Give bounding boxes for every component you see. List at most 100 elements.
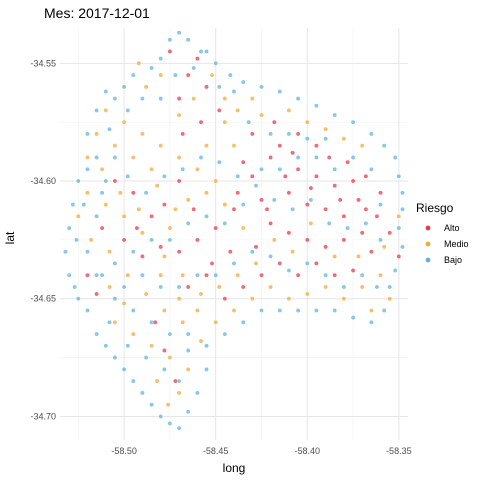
data-point-bajo <box>351 120 355 124</box>
data-point-bajo <box>278 167 282 171</box>
data-point-bajo <box>131 250 135 254</box>
data-point-medio <box>181 273 185 277</box>
data-point-medio <box>192 96 196 100</box>
data-point-alto <box>378 191 382 195</box>
data-point-alto <box>199 120 203 124</box>
data-point-bajo <box>71 202 75 206</box>
data-point-bajo <box>388 285 392 289</box>
data-point-bajo <box>85 250 89 254</box>
data-point-alto <box>314 144 318 148</box>
data-point-bajo <box>204 49 208 53</box>
data-point-medio <box>104 202 108 206</box>
data-point-medio <box>369 308 373 312</box>
data-point-bajo <box>228 73 232 77</box>
data-point-alto <box>305 238 309 242</box>
data-point-alto <box>323 207 327 211</box>
data-point-medio <box>177 155 181 159</box>
data-point-medio <box>159 273 163 277</box>
data-point-bajo <box>195 273 199 277</box>
y-tick-label: -34.55 <box>30 58 56 68</box>
data-point-medio <box>166 403 170 407</box>
data-point-bajo <box>323 137 327 141</box>
data-point-bajo <box>168 421 172 425</box>
data-point-alto <box>268 155 272 159</box>
data-point-bajo <box>393 268 397 272</box>
data-point-medio <box>254 261 258 265</box>
data-point-bajo <box>360 273 364 277</box>
data-point-medio <box>309 221 313 225</box>
data-point-medio <box>140 231 144 235</box>
data-point-medio <box>159 73 163 77</box>
data-point-bajo <box>400 191 404 195</box>
data-point-bajo <box>309 198 313 202</box>
data-point-medio <box>177 297 181 301</box>
data-point-bajo <box>186 332 190 336</box>
data-point-alto <box>177 179 181 183</box>
data-point-medio <box>159 144 163 148</box>
legend-swatch-alto <box>426 226 431 231</box>
data-point-bajo <box>199 49 203 53</box>
data-point-alto <box>168 49 172 53</box>
data-point-bajo <box>278 308 282 312</box>
chart-title: Mes: 2017-12-01 <box>44 5 150 21</box>
data-point-bajo <box>104 179 108 183</box>
data-point-medio <box>104 108 108 112</box>
data-point-bajo <box>131 73 135 77</box>
data-point-bajo <box>162 174 166 178</box>
data-point-medio <box>250 96 254 100</box>
data-point-bajo <box>149 238 153 242</box>
data-point-bajo <box>382 308 386 312</box>
data-point-bajo <box>67 226 71 230</box>
data-point-bajo <box>393 155 397 159</box>
data-point-medio <box>236 273 240 277</box>
data-point-medio <box>195 308 199 312</box>
data-point-bajo <box>177 285 181 289</box>
data-point-bajo <box>217 160 221 164</box>
data-point-bajo <box>232 261 236 265</box>
data-point-alto <box>122 238 126 242</box>
data-point-alto <box>323 245 327 249</box>
data-point-medio <box>305 120 309 124</box>
data-point-alto <box>181 132 185 136</box>
data-point-bajo <box>305 137 309 141</box>
data-point-alto <box>296 167 300 171</box>
data-point-bajo <box>131 379 135 383</box>
data-point-medio <box>214 320 218 324</box>
data-point-bajo <box>113 155 117 159</box>
data-point-alto <box>177 96 181 100</box>
data-point-bajo <box>345 226 349 230</box>
data-point-bajo <box>113 96 117 100</box>
data-point-alto <box>241 160 245 164</box>
data-point-alto <box>265 207 269 211</box>
data-point-medio <box>232 308 236 312</box>
data-point-bajo <box>204 214 208 218</box>
data-point-medio <box>168 226 172 230</box>
data-point-bajo <box>94 332 98 336</box>
data-point-medio <box>140 132 144 136</box>
data-point-alto <box>217 108 221 112</box>
data-point-alto <box>159 245 163 249</box>
data-point-alto <box>254 245 258 249</box>
data-point-alto <box>204 273 208 277</box>
data-point-medio <box>177 113 181 117</box>
data-point-bajo <box>272 198 276 202</box>
data-point-bajo <box>122 367 126 371</box>
data-point-medio <box>76 214 80 218</box>
data-point-alto <box>259 273 263 277</box>
data-point-medio <box>323 127 327 131</box>
data-point-alto <box>287 231 291 235</box>
x-tick-label: -58.35 <box>386 446 412 456</box>
data-point-bajo <box>181 167 185 171</box>
data-point-bajo <box>122 85 126 89</box>
data-point-bajo <box>168 332 172 336</box>
data-point-alto <box>162 348 166 352</box>
data-point-bajo <box>140 273 144 277</box>
data-point-alto <box>214 226 218 230</box>
data-point-bajo <box>268 132 272 136</box>
data-point-bajo <box>113 261 117 265</box>
data-point-bajo <box>192 66 196 70</box>
legend-title: Riesgo <box>416 201 454 215</box>
data-point-alto <box>342 238 346 242</box>
